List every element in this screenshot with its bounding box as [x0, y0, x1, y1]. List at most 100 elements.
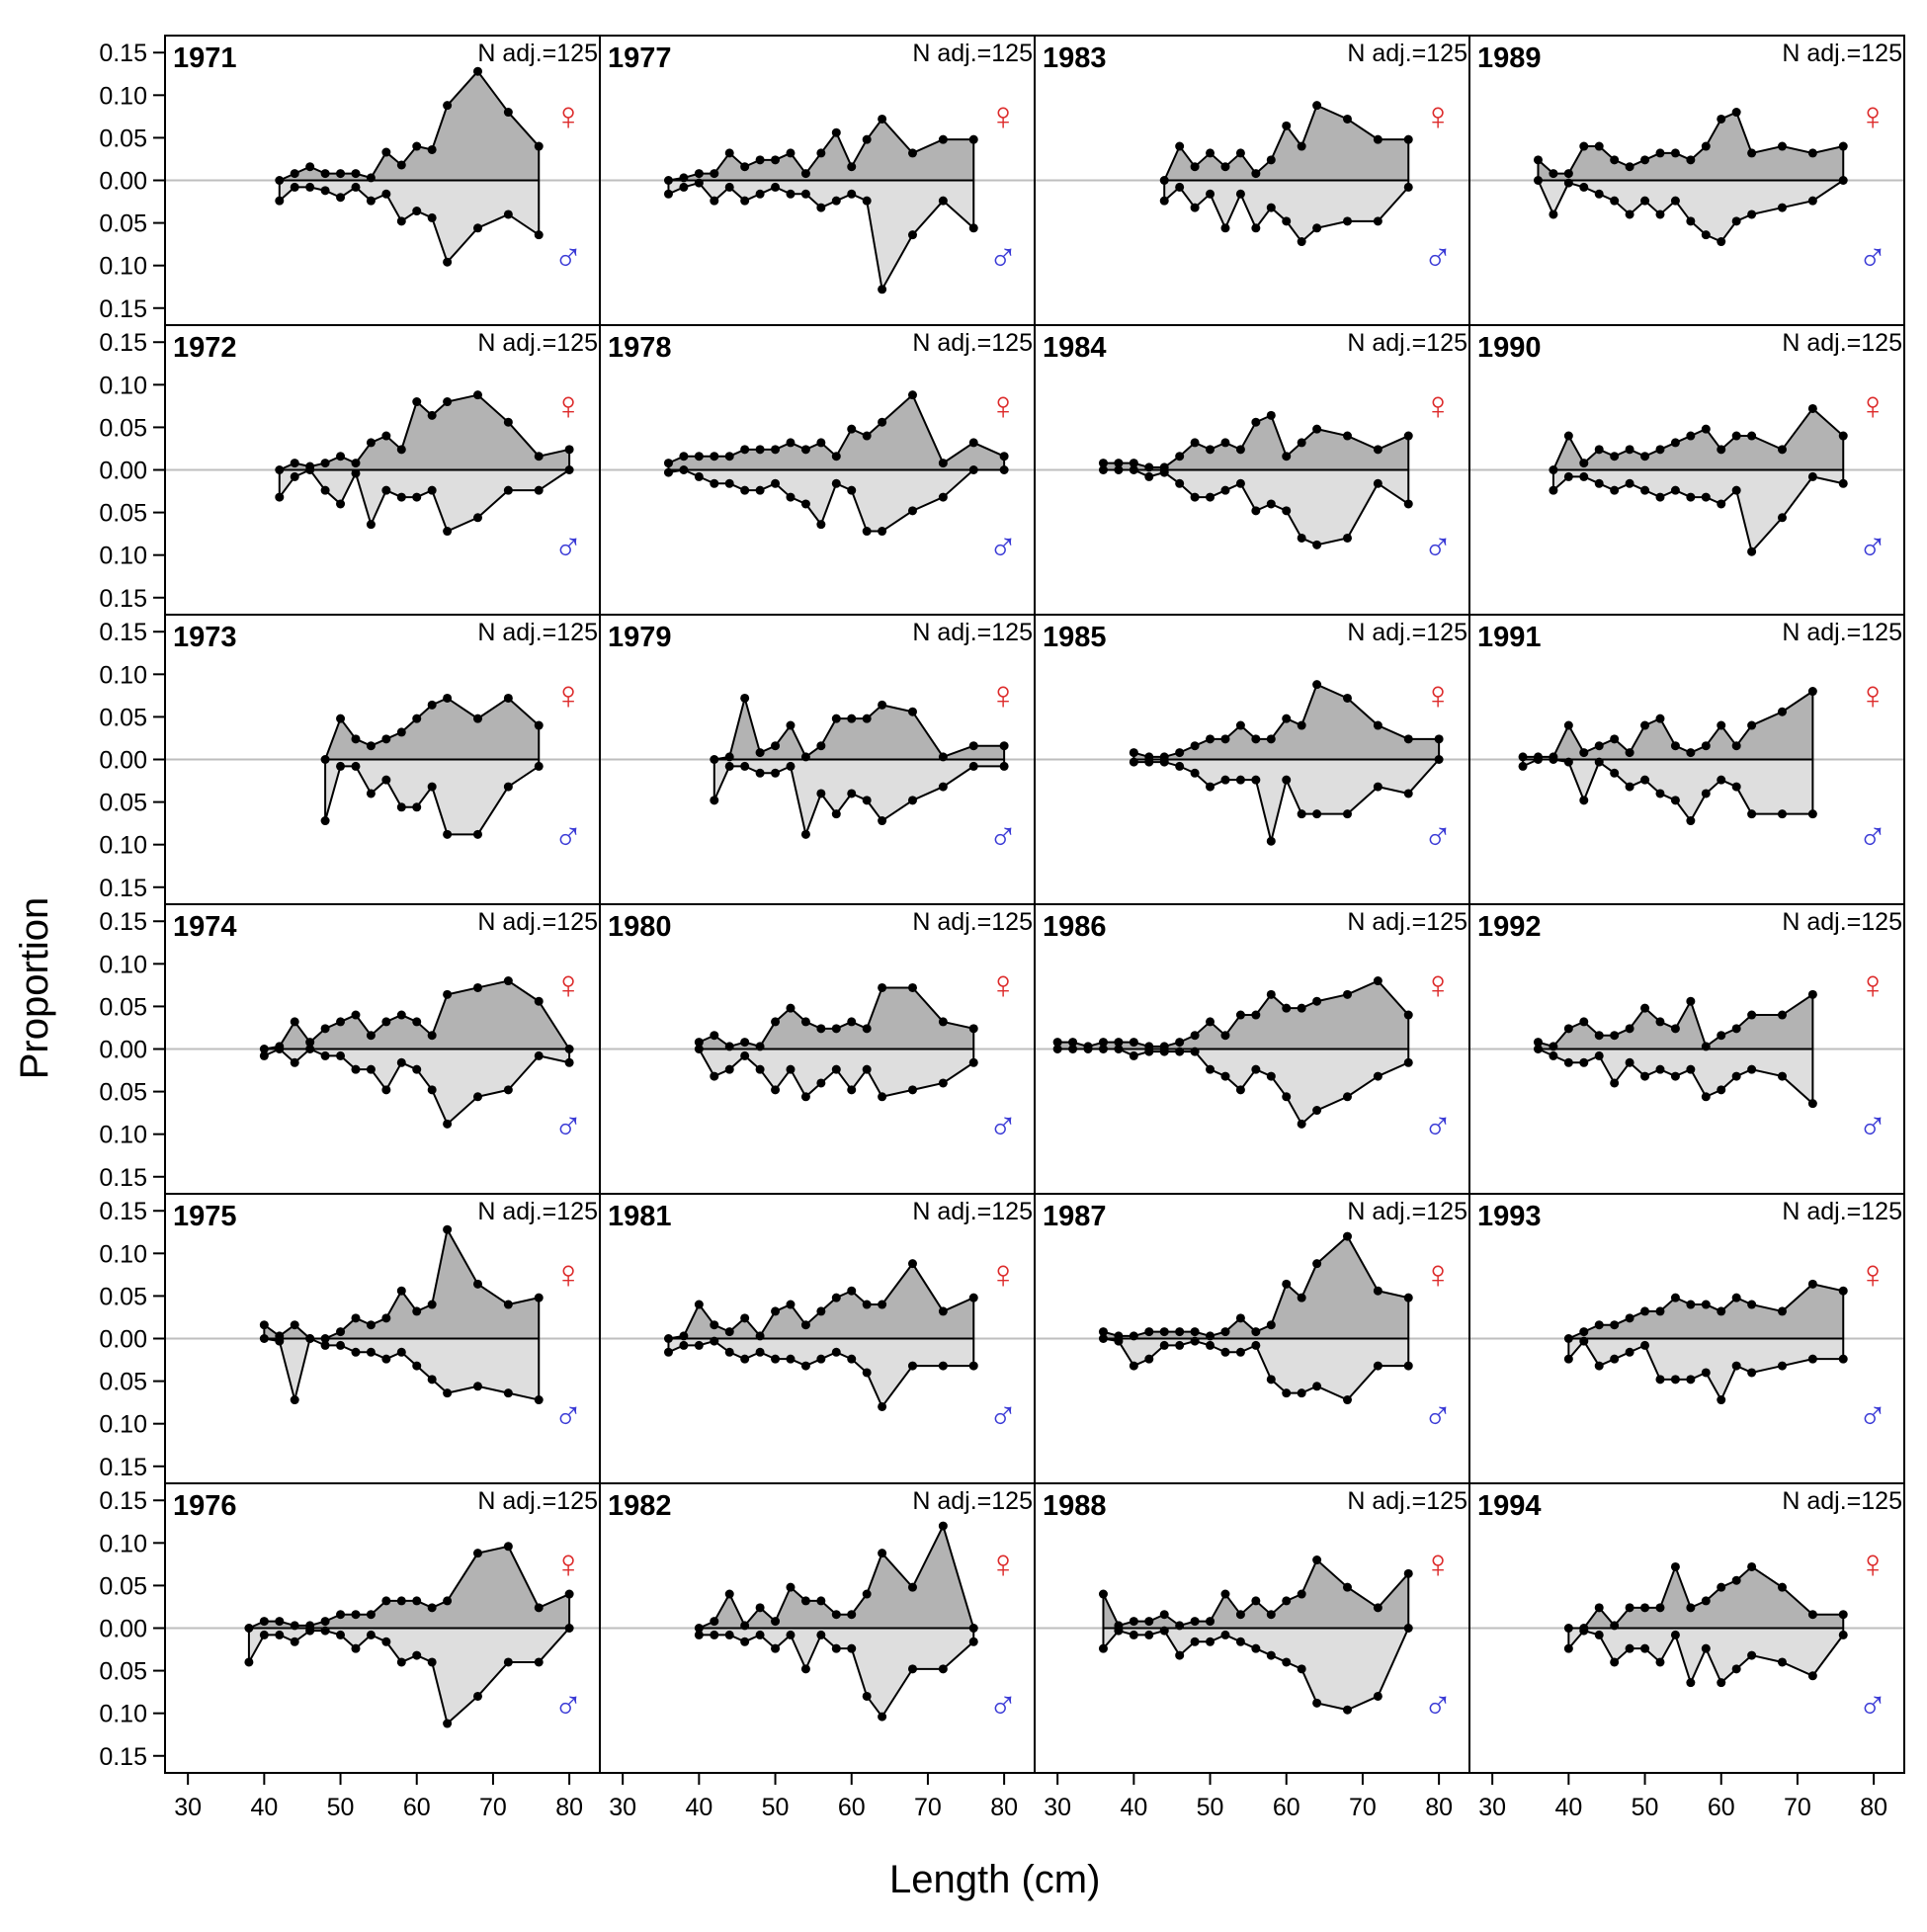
male-point — [1625, 478, 1634, 488]
male-point — [351, 1064, 361, 1074]
male-point — [831, 1064, 841, 1074]
male-point — [1251, 1643, 1261, 1653]
female-point — [1190, 438, 1200, 448]
female-point — [244, 1624, 254, 1633]
female-point — [1114, 459, 1124, 468]
female-point — [366, 438, 376, 448]
male-point — [290, 471, 299, 481]
female-point — [503, 1542, 513, 1552]
female-point — [1282, 1003, 1292, 1013]
y-tick-label: 0.05 — [99, 1079, 147, 1107]
female-point — [366, 173, 376, 183]
panel-year: 1994 — [1477, 1490, 1542, 1522]
male-point — [1655, 492, 1665, 502]
male-point — [1731, 1071, 1741, 1081]
male-point — [1610, 1354, 1620, 1364]
male-point — [1533, 1045, 1543, 1053]
female-point — [1175, 452, 1185, 462]
female-symbol-icon: ♀ — [988, 964, 1018, 1007]
female-point — [663, 459, 673, 468]
female-point — [1579, 748, 1589, 758]
male-area — [1103, 1338, 1409, 1400]
male-point — [724, 478, 734, 488]
male-point — [1670, 1630, 1680, 1639]
female-symbol-icon: ♀ — [1423, 1543, 1453, 1586]
female-point — [1342, 989, 1352, 999]
female-area — [1103, 1236, 1409, 1339]
male-point — [1251, 223, 1261, 233]
male-point — [968, 1637, 978, 1646]
female-point — [800, 752, 810, 762]
male-point — [724, 1064, 734, 1074]
female-point — [1838, 1286, 1848, 1296]
male-point — [1807, 1354, 1817, 1364]
female-point — [1235, 445, 1245, 455]
y-tick-label: 0.05 — [99, 1572, 147, 1600]
male-point — [755, 768, 765, 778]
male-point — [381, 775, 391, 785]
male-point — [1297, 1388, 1306, 1398]
panel-n-adj: N adj.=125 — [1782, 1198, 1902, 1225]
male-point — [1717, 1395, 1726, 1405]
male-point — [336, 1050, 346, 1060]
male-point — [1312, 540, 1322, 549]
panel-year: 1990 — [1477, 332, 1542, 364]
female-point — [847, 1610, 857, 1620]
female-point — [1144, 1617, 1154, 1627]
y-tick-label: 0.00 — [99, 747, 147, 775]
female-point — [740, 1621, 750, 1631]
female-area — [325, 698, 540, 760]
female-point — [290, 1621, 299, 1631]
male-point — [800, 189, 810, 199]
male-point — [1594, 1361, 1604, 1371]
panel-year: 1991 — [1477, 622, 1542, 653]
male-point — [938, 196, 948, 206]
male-symbol-icon: ♂ — [1858, 1684, 1887, 1727]
female-point — [800, 1017, 810, 1027]
female-point — [351, 1610, 361, 1620]
x-tick-label: 30 — [609, 1794, 636, 1821]
female-point — [800, 445, 810, 455]
male-point — [786, 1354, 796, 1364]
male-point — [366, 520, 376, 530]
male-point — [1777, 809, 1787, 819]
male-point — [1625, 210, 1634, 219]
female-point — [1282, 1596, 1292, 1606]
panel-n-adj: N adj.=125 — [1782, 908, 1902, 936]
male-symbol-icon: ♂ — [1423, 236, 1453, 280]
female-point — [396, 727, 406, 737]
x-tick-label: 50 — [1197, 1794, 1224, 1821]
female-point — [786, 1300, 796, 1309]
female-symbol-icon: ♀ — [553, 1543, 583, 1586]
male-point — [1686, 216, 1696, 226]
male-point — [740, 485, 750, 495]
male-point — [1640, 1340, 1650, 1350]
male-point — [847, 1354, 857, 1364]
male-point — [290, 182, 299, 192]
female-point — [710, 1031, 719, 1041]
male-point — [1220, 1347, 1230, 1357]
male-point — [816, 1354, 826, 1364]
female-point — [1747, 148, 1757, 158]
male-area — [699, 1049, 974, 1097]
female-point — [443, 989, 453, 999]
female-point — [1686, 1300, 1696, 1309]
male-point — [503, 210, 513, 219]
female-point — [755, 155, 765, 165]
female-point — [1206, 1617, 1215, 1627]
male-point — [1518, 761, 1528, 771]
male-point — [771, 1643, 781, 1653]
female-point — [503, 108, 513, 118]
x-axis-label: Length (cm) — [889, 1858, 1101, 1901]
female-point — [710, 452, 719, 462]
female-point — [1251, 1010, 1261, 1020]
male-symbol-icon: ♂ — [988, 1105, 1018, 1148]
male-point — [1701, 1368, 1711, 1378]
male-point — [907, 506, 917, 516]
male-point — [1717, 237, 1726, 247]
female-point — [1533, 1038, 1543, 1048]
male-point — [1610, 485, 1620, 495]
female-point — [472, 66, 482, 76]
female-point — [1220, 162, 1230, 172]
male-point — [1701, 1643, 1711, 1653]
